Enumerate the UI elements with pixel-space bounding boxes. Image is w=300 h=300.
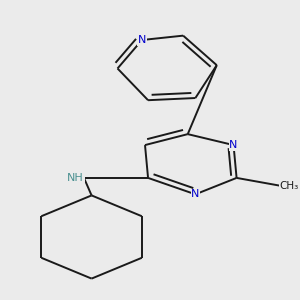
Text: N: N [191, 189, 200, 199]
Text: NH: NH [67, 173, 84, 183]
Text: N: N [138, 35, 146, 45]
Text: N: N [229, 140, 238, 150]
Text: CH₃: CH₃ [279, 181, 298, 190]
